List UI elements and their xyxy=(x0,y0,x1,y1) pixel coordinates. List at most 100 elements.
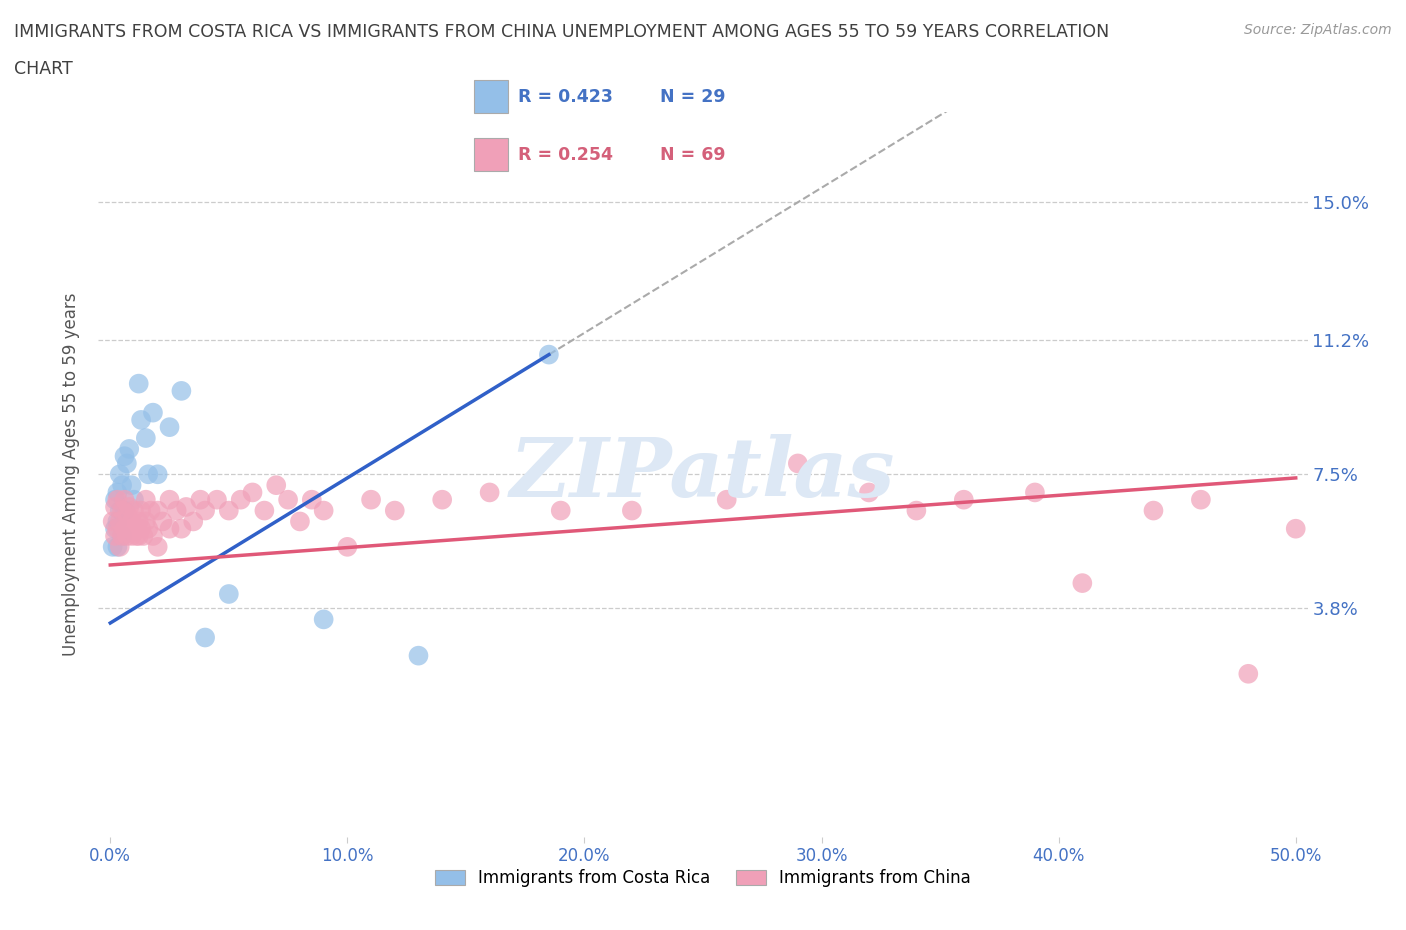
Point xyxy=(108,514,131,529)
Point xyxy=(170,383,193,398)
Point xyxy=(1237,666,1260,681)
Point xyxy=(111,478,134,493)
Point xyxy=(858,485,880,500)
Point xyxy=(146,503,169,518)
Point xyxy=(121,514,143,529)
Point xyxy=(194,503,217,518)
Point xyxy=(786,456,808,471)
Point xyxy=(312,503,335,518)
Point xyxy=(115,456,138,471)
Point xyxy=(478,485,501,500)
Point xyxy=(1071,576,1094,591)
Point xyxy=(336,539,359,554)
Point xyxy=(170,521,193,536)
Point xyxy=(114,521,136,536)
Point xyxy=(114,449,136,464)
Point xyxy=(111,528,134,543)
Point xyxy=(181,514,204,529)
Point xyxy=(128,514,150,529)
Text: CHART: CHART xyxy=(14,60,73,78)
Point xyxy=(136,467,159,482)
Point xyxy=(105,521,128,536)
Point xyxy=(129,413,152,428)
Point xyxy=(136,521,159,536)
Point xyxy=(104,499,127,514)
Point xyxy=(174,499,197,514)
Point xyxy=(104,492,127,507)
Point xyxy=(101,514,124,529)
Point xyxy=(121,528,143,543)
Point xyxy=(242,485,264,500)
Point xyxy=(128,528,150,543)
Point xyxy=(104,521,127,536)
Point xyxy=(108,539,131,554)
Point xyxy=(166,503,188,518)
Point xyxy=(115,528,138,543)
Text: ZIPatlas: ZIPatlas xyxy=(510,434,896,514)
Point xyxy=(218,587,240,602)
Point xyxy=(114,503,136,518)
Text: IMMIGRANTS FROM COSTA RICA VS IMMIGRANTS FROM CHINA UNEMPLOYMENT AMONG AGES 55 T: IMMIGRANTS FROM COSTA RICA VS IMMIGRANTS… xyxy=(14,23,1109,41)
Point xyxy=(115,507,138,522)
Point xyxy=(139,503,162,518)
Point xyxy=(146,539,169,554)
Point xyxy=(142,405,165,420)
Point xyxy=(205,492,228,507)
Point xyxy=(190,492,212,507)
Point xyxy=(132,528,155,543)
Text: N = 69: N = 69 xyxy=(659,146,725,164)
Point xyxy=(104,528,127,543)
Point xyxy=(277,492,299,507)
Point xyxy=(152,514,174,529)
Point xyxy=(550,503,572,518)
Point xyxy=(121,478,143,493)
Point xyxy=(111,528,134,543)
Point xyxy=(620,503,643,518)
Point xyxy=(537,347,560,362)
Y-axis label: Unemployment Among Ages 55 to 59 years: Unemployment Among Ages 55 to 59 years xyxy=(62,293,80,656)
Point xyxy=(118,442,141,457)
Point xyxy=(114,492,136,507)
Point xyxy=(118,521,141,536)
Point xyxy=(142,528,165,543)
Point xyxy=(312,612,335,627)
Point xyxy=(111,503,134,518)
Point xyxy=(159,419,181,434)
Point xyxy=(122,521,145,536)
Bar xyxy=(474,80,508,113)
Legend: Immigrants from Costa Rica, Immigrants from China: Immigrants from Costa Rica, Immigrants f… xyxy=(429,863,977,894)
Point xyxy=(105,492,128,507)
Point xyxy=(194,631,217,645)
Point xyxy=(384,503,406,518)
Point xyxy=(159,492,181,507)
Point xyxy=(105,539,128,554)
Point xyxy=(105,514,128,529)
Point xyxy=(125,528,148,543)
Point xyxy=(716,492,738,507)
Point xyxy=(129,521,152,536)
Point xyxy=(101,539,124,554)
Point xyxy=(135,514,157,529)
Point xyxy=(108,467,131,482)
Point xyxy=(1024,485,1046,500)
Point xyxy=(135,431,157,445)
Point xyxy=(905,503,928,518)
Point xyxy=(1142,503,1164,518)
Point xyxy=(105,485,128,500)
Point xyxy=(146,467,169,482)
Point xyxy=(218,503,240,518)
Bar xyxy=(474,138,508,171)
Text: N = 29: N = 29 xyxy=(659,87,725,105)
Point xyxy=(159,521,181,536)
Point xyxy=(952,492,974,507)
Point xyxy=(129,503,152,518)
Point xyxy=(360,492,382,507)
Point xyxy=(288,514,311,529)
Point xyxy=(1189,492,1212,507)
Point xyxy=(128,377,150,392)
Point xyxy=(229,492,252,507)
Point xyxy=(1285,521,1308,536)
Text: R = 0.423: R = 0.423 xyxy=(517,87,613,105)
Text: R = 0.254: R = 0.254 xyxy=(517,146,613,164)
Point xyxy=(122,503,145,518)
